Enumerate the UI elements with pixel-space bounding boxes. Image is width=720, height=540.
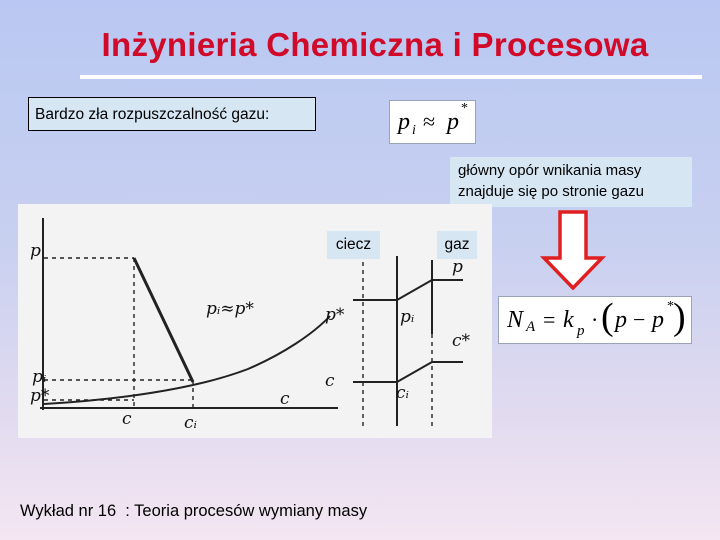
title-underline <box>80 75 702 79</box>
formula2-eq: = <box>543 307 556 332</box>
note-line-2: znajduje się po stronie gazu <box>458 183 644 200</box>
formula2-k: k <box>563 307 574 333</box>
page-title: Inżynieria Chemiczna i Procesowa <box>101 26 649 63</box>
formula2-minus: − <box>633 307 646 332</box>
solubility-caption: Bardzo zła rozpuszczalność gazu: <box>28 97 316 131</box>
pi-left-label: pᵢ <box>32 367 46 387</box>
formula2-k-sub: p <box>577 323 585 339</box>
gas-pressure-profile <box>353 279 463 301</box>
c-axis-label: c <box>122 409 132 429</box>
formula-equilibrium: p i ≈ p * <box>389 100 476 144</box>
formula2-p1: p <box>615 307 627 333</box>
formula2-p2: p <box>652 307 664 333</box>
formula2-close: ) <box>673 296 686 338</box>
formula2-open: ( <box>601 296 614 338</box>
formula1-rhs-sup: * <box>461 101 468 116</box>
formula-flux: N A = k p · ( p − p * ) <box>498 296 692 344</box>
formula1-op: ≈ <box>423 109 436 134</box>
c-curve-label: c <box>280 389 290 409</box>
p-profile-label: p <box>452 257 463 277</box>
formula2-lhs: N <box>507 307 524 333</box>
formula2-dot: · <box>591 307 599 332</box>
note-line-1: główny opór wnikania masy <box>458 162 642 179</box>
resistance-note: główny opór wnikania masy znajduje się p… <box>450 157 692 207</box>
formula2-p2-sup: * <box>667 299 674 314</box>
concentration-diagram: p pᵢ≈p* pᵢ p* c c cᵢ p* pᵢ c cᵢ c* p <box>18 204 492 438</box>
formula1-rhs: p <box>447 109 459 135</box>
pstar-left-label: p* <box>30 386 50 406</box>
down-arrow-icon <box>540 210 606 290</box>
operating-line <box>132 257 195 383</box>
p-axis-label: p <box>30 241 41 261</box>
gas-phase-label: gaz <box>437 231 477 259</box>
c-profile-label: c <box>325 371 335 391</box>
equilibrium-curve <box>43 315 331 405</box>
liquid-conc-profile <box>353 361 463 383</box>
pi-approx-label: pᵢ≈p* <box>206 299 254 319</box>
ci-axis-label: cᵢ <box>184 413 197 433</box>
pi-profile-label: pᵢ <box>400 307 414 327</box>
footer-lecture: Wykład nr 16 : Teoria procesów wymiany m… <box>20 502 368 520</box>
pstar-profile-label: p* <box>325 305 345 325</box>
formula1-lhs-sub: i <box>412 123 416 138</box>
diagram-svg: p pᵢ≈p* pᵢ p* c c cᵢ p* pᵢ c cᵢ c* p <box>30 218 471 433</box>
formula1-lhs: p <box>398 109 410 135</box>
cstar-profile-label: c* <box>452 331 471 351</box>
liquid-phase-label: ciecz <box>327 231 380 259</box>
formula2-lhs-sub: A <box>526 319 536 335</box>
ci-profile-label: cᵢ <box>396 383 409 403</box>
